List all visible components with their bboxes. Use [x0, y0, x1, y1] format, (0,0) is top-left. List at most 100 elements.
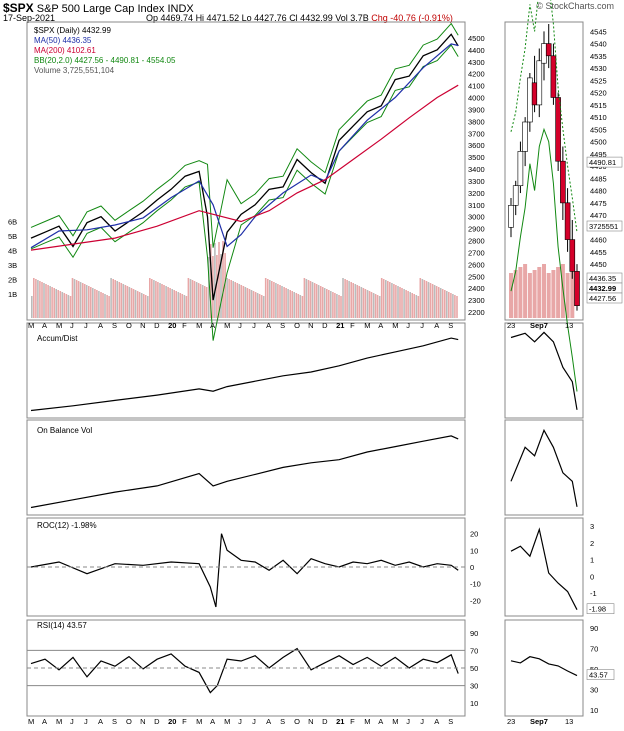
roc-zoom-tick: 1	[590, 556, 594, 565]
volume-tick-label: 6B	[8, 218, 17, 227]
volume-bar	[37, 280, 39, 318]
zoom-volume-bar	[546, 273, 551, 318]
volume-bar	[224, 253, 226, 318]
volume-bar	[376, 295, 379, 318]
price-tick-label: 2300	[468, 296, 485, 305]
volume-bar	[405, 290, 407, 318]
volume-bar	[163, 285, 165, 318]
x-tick-label: A	[98, 321, 103, 330]
zoom-price-tick: 4485	[590, 174, 607, 183]
volume-bar	[287, 289, 289, 318]
volume-bar	[299, 295, 302, 318]
zoom-price-tick: 4535	[590, 52, 607, 61]
panel-frame-accum	[26, 322, 466, 419]
x-tick-label: O	[126, 321, 132, 330]
rsi-tick-label: 70	[470, 646, 478, 655]
zoom-bb-upper	[510, 0, 578, 233]
x-tick-label: J	[70, 321, 74, 330]
roc-line	[30, 533, 459, 608]
x-tick-label: D	[322, 321, 328, 330]
price-series-line	[30, 43, 459, 249]
volume-bar	[348, 281, 350, 318]
volume-bar	[173, 290, 175, 318]
x-tick-label: A	[266, 717, 271, 726]
volume-bar	[85, 285, 88, 318]
volume-bar	[293, 292, 295, 318]
volume-bar	[122, 284, 125, 318]
volume-bar	[330, 291, 332, 318]
price-tick-label: 2700	[468, 248, 485, 257]
zoom-price-tick: 4520	[590, 89, 607, 98]
volume-value: Vol 3.7B	[335, 13, 369, 23]
x-tick-label: A	[210, 321, 215, 330]
volume-bar	[79, 282, 82, 318]
volume-bar	[242, 286, 245, 318]
legend-ma200: MA(200) 4102.61	[34, 46, 96, 55]
volume-bar	[205, 287, 208, 318]
zoom-volume-bar	[532, 270, 537, 318]
volume-bar	[57, 290, 59, 318]
volume-bar	[362, 288, 365, 318]
volume-bar	[252, 291, 255, 318]
volume-tick-label: 3B	[8, 261, 17, 270]
zoom-frame-obv	[504, 419, 584, 516]
x-tick-label: A	[210, 717, 215, 726]
x-tick-label: S	[112, 717, 117, 726]
price-tick-label: 4100	[468, 82, 485, 91]
volume-bar	[161, 284, 163, 318]
volume-bar	[264, 278, 267, 318]
volume-bar	[262, 296, 265, 318]
volume-bar	[210, 244, 212, 318]
volume-bar	[195, 282, 198, 318]
x-tick-label: N	[140, 321, 145, 330]
volume-bar	[114, 280, 116, 318]
zoom-price-tick: 4495	[590, 150, 607, 159]
volume-bar	[303, 278, 306, 318]
x-tick-label: S	[448, 321, 453, 330]
volume-bar	[199, 284, 202, 318]
volume-bar	[326, 289, 328, 318]
panel-frame-price	[26, 21, 466, 321]
volume-bar	[358, 286, 361, 318]
volume-bar	[273, 282, 275, 318]
volume-bar	[413, 294, 415, 318]
volume-bar	[250, 290, 253, 318]
volume-bar	[228, 279, 230, 318]
volume-bar	[120, 283, 123, 318]
volume-bar	[338, 295, 340, 318]
obv-zoom-line	[510, 428, 578, 507]
volume-bar	[328, 290, 330, 318]
price-tick-label: 3300	[468, 177, 485, 186]
roc-zoom-tick: 3	[590, 522, 594, 531]
x-tick-label: M	[28, 321, 34, 330]
x-tick-label: O	[126, 717, 132, 726]
volume-bar	[100, 292, 102, 318]
zoom-candle-body	[574, 271, 580, 306]
volume-bar	[191, 280, 194, 318]
obv-line	[30, 435, 459, 509]
volume-bar	[368, 291, 371, 318]
x-tick-label: M	[56, 717, 62, 726]
roc-zoom-tick: -1	[590, 589, 597, 598]
x-tick-label: O	[294, 717, 300, 726]
volume-bar	[417, 296, 420, 318]
roc-tick-label: -10	[470, 580, 481, 589]
volume-bar	[397, 286, 399, 318]
roc-tick-label: 0	[470, 563, 474, 572]
volume-tick-label: 1B	[8, 290, 17, 299]
volume-bar	[450, 293, 452, 318]
x-tick-label: N	[308, 717, 313, 726]
volume-bar	[389, 282, 391, 318]
volume-bar	[110, 278, 112, 318]
volume-bar	[323, 288, 326, 318]
volume-bar	[104, 294, 106, 318]
roc-zoom-tag-box	[586, 603, 615, 615]
chart-date: 17-Sep-2021	[3, 13, 56, 23]
price-tick-label: 4300	[468, 58, 485, 67]
zoom-candle-body	[527, 77, 533, 123]
volume-bar	[83, 284, 86, 318]
x-tick-label: 21	[336, 717, 344, 726]
panel-accum-label: Accum/Dist	[37, 334, 78, 343]
zoom-price-tick: 4480	[590, 187, 607, 196]
volume-bar	[112, 279, 114, 318]
